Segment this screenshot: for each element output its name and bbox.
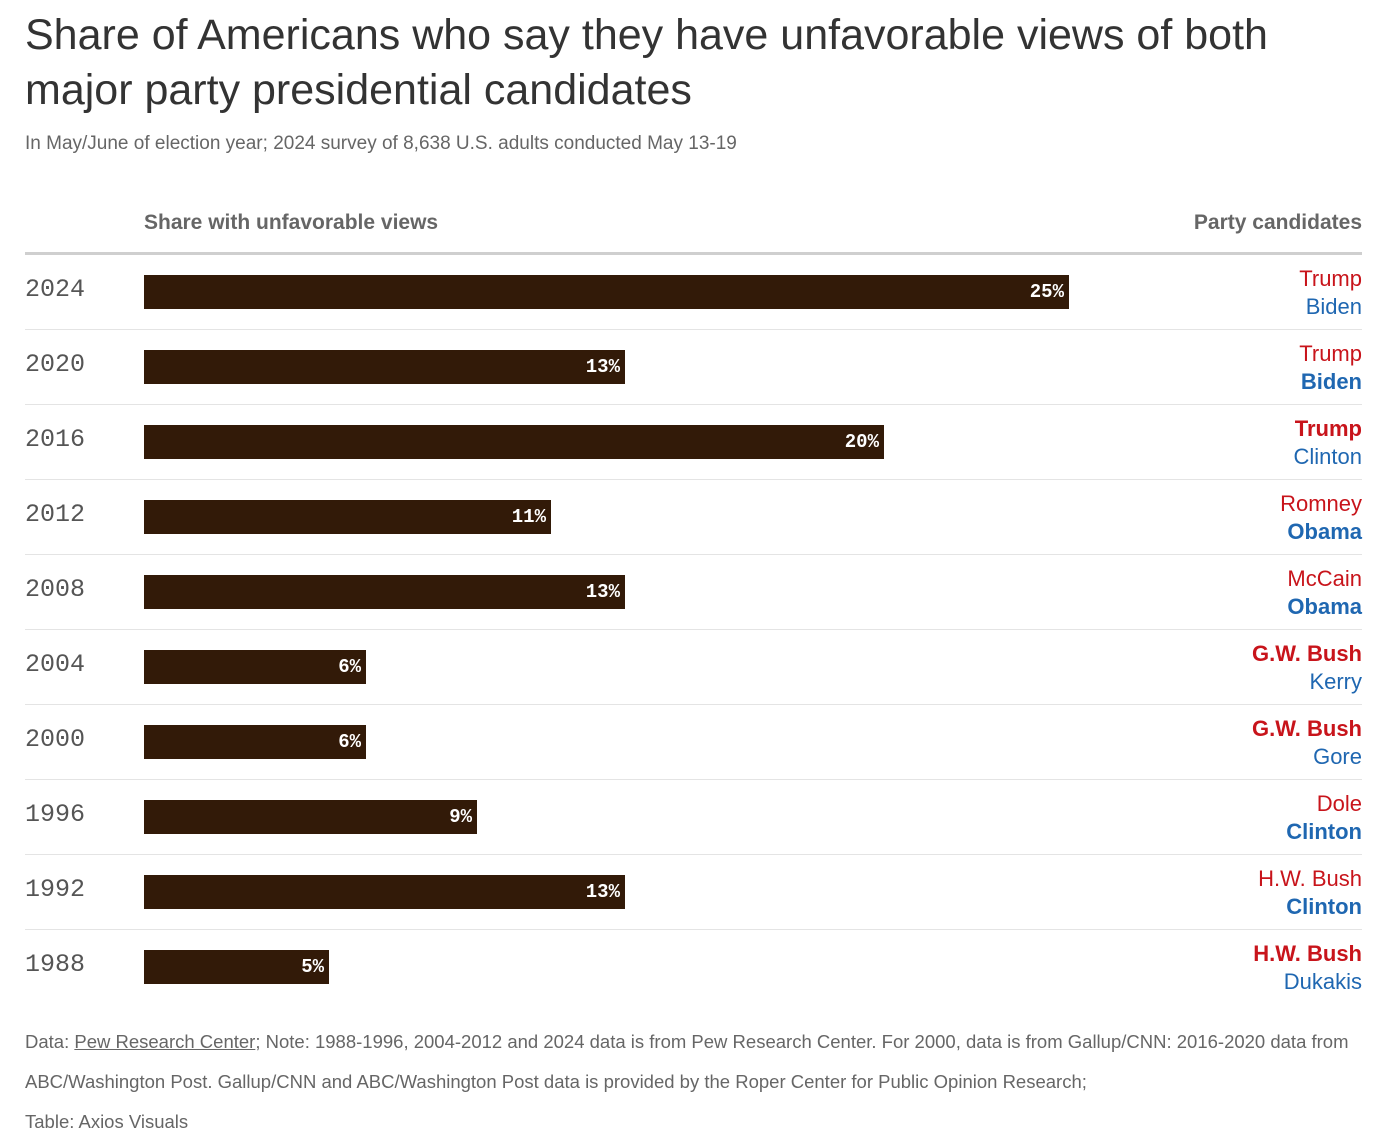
- bar: 13%: [144, 350, 625, 384]
- bar: 25%: [144, 275, 1069, 309]
- bar-value-label: 13%: [585, 881, 620, 903]
- footer-data-prefix: Data:: [25, 1031, 75, 1052]
- republican-candidate: Trump: [1294, 416, 1362, 441]
- bar: 6%: [144, 725, 366, 759]
- republican-candidate: G.W. Bush: [1252, 716, 1362, 741]
- candidates: G.W. Bush Kerry: [1252, 640, 1362, 696]
- bar-value-label: 11%: [511, 506, 546, 528]
- chart-rows: 2024 25% Trump Biden 2020 13% Trump Biden 2016 20…: [25, 255, 1362, 1004]
- bar-value-label: 13%: [585, 581, 620, 603]
- candidates: Trump Clinton: [1294, 415, 1362, 471]
- democratic-candidate: Kerry: [1309, 669, 1362, 694]
- bar-track: 25%: [144, 275, 1254, 309]
- year-label: 1996: [25, 800, 86, 829]
- republican-candidate: H.W. Bush: [1253, 941, 1362, 966]
- bar: 11%: [144, 500, 551, 534]
- year-label: 1992: [25, 875, 86, 904]
- bar-value-label: 5%: [301, 956, 324, 978]
- table-row: 1992 13% H.W. Bush Clinton: [25, 855, 1362, 930]
- republican-candidate: Dole: [1316, 791, 1362, 816]
- republican-candidate: Trump: [1299, 266, 1362, 291]
- bar-track: 5%: [144, 950, 1254, 984]
- bar-value-label: 13%: [585, 356, 620, 378]
- democratic-candidate: Clinton: [1293, 444, 1362, 469]
- footer-credit: Table: Axios Visuals: [25, 1111, 189, 1132]
- republican-candidate: Trump: [1299, 341, 1362, 366]
- year-label: 2000: [25, 725, 86, 754]
- bar-track: 13%: [144, 875, 1254, 909]
- candidates-column-header: Party candidates: [1193, 211, 1362, 234]
- header-divider: [25, 252, 1362, 255]
- bar: 20%: [144, 425, 884, 459]
- source-link[interactable]: Pew Research Center: [74, 1031, 256, 1052]
- year-label: 2008: [25, 575, 86, 604]
- candidates: G.W. Bush Gore: [1252, 715, 1362, 771]
- table-row: 2024 25% Trump Biden: [25, 255, 1362, 330]
- table-row: 2012 11% Romney Obama: [25, 480, 1362, 555]
- bar-track: 20%: [144, 425, 1254, 459]
- table-row: 2020 13% Trump Biden: [25, 330, 1362, 405]
- bar: 9%: [144, 800, 477, 834]
- democratic-candidate: Gore: [1313, 744, 1362, 769]
- bar-track: 11%: [144, 500, 1254, 534]
- chart-subtitle: In May/June of election year; 2024 surve…: [25, 133, 737, 154]
- democratic-candidate: Biden: [1300, 369, 1362, 394]
- table-row: 1996 9% Dole Clinton: [25, 780, 1362, 855]
- bar-value-label: 25%: [1029, 281, 1064, 303]
- democratic-candidate: Obama: [1287, 519, 1362, 544]
- table-row: 1988 5% H.W. Bush Dukakis: [25, 930, 1362, 1004]
- candidates: Romney Obama: [1280, 490, 1362, 546]
- republican-candidate: McCain: [1287, 566, 1362, 591]
- year-label: 2016: [25, 425, 86, 454]
- chart-footer: Data: Pew Research Center; Note: 1988-19…: [25, 1022, 1355, 1142]
- value-column-header: Share with unfavorable views: [144, 211, 439, 234]
- year-label: 2020: [25, 350, 86, 379]
- republican-candidate: Romney: [1280, 491, 1362, 516]
- democratic-candidate: Clinton: [1286, 819, 1362, 844]
- year-label: 2012: [25, 500, 86, 529]
- republican-candidate: H.W. Bush: [1258, 866, 1362, 891]
- bar: 13%: [144, 875, 625, 909]
- candidates: Dole Clinton: [1286, 790, 1362, 846]
- year-label: 2024: [25, 275, 86, 304]
- table-row: 2008 13% McCain Obama: [25, 555, 1362, 630]
- bar-track: 6%: [144, 725, 1254, 759]
- table-row: 2000 6% G.W. Bush Gore: [25, 705, 1362, 780]
- year-label: 2004: [25, 650, 86, 679]
- table-row: 2004 6% G.W. Bush Kerry: [25, 630, 1362, 705]
- bar-track: 13%: [144, 350, 1254, 384]
- democratic-candidate: Biden: [1305, 294, 1362, 319]
- table-row: 2016 20% Trump Clinton: [25, 405, 1362, 480]
- democratic-candidate: Clinton: [1286, 894, 1362, 919]
- candidates: H.W. Bush Dukakis: [1253, 940, 1362, 996]
- bar: 13%: [144, 575, 625, 609]
- bar-track: 9%: [144, 800, 1254, 834]
- chart-title: Share of Americans who say they have unf…: [25, 11, 1268, 114]
- bar-value-label: 6%: [338, 731, 361, 753]
- candidates: Trump Biden: [1299, 340, 1362, 396]
- bar-value-label: 6%: [338, 656, 361, 678]
- footer-note: ; Note: 1988-1996, 2004-2012 and 2024 da…: [25, 1031, 1349, 1092]
- democratic-candidate: Obama: [1287, 594, 1362, 619]
- year-label: 1988: [25, 950, 86, 979]
- bar-value-label: 9%: [449, 806, 472, 828]
- bar-track: 6%: [144, 650, 1254, 684]
- republican-candidate: G.W. Bush: [1252, 641, 1362, 666]
- bar: 5%: [144, 950, 329, 984]
- bar-value-label: 20%: [844, 431, 879, 453]
- candidates: Trump Biden: [1299, 265, 1362, 321]
- candidates: H.W. Bush Clinton: [1258, 865, 1362, 921]
- bar: 6%: [144, 650, 366, 684]
- candidates: McCain Obama: [1287, 565, 1362, 621]
- bar-track: 13%: [144, 575, 1254, 609]
- democratic-candidate: Dukakis: [1283, 969, 1362, 994]
